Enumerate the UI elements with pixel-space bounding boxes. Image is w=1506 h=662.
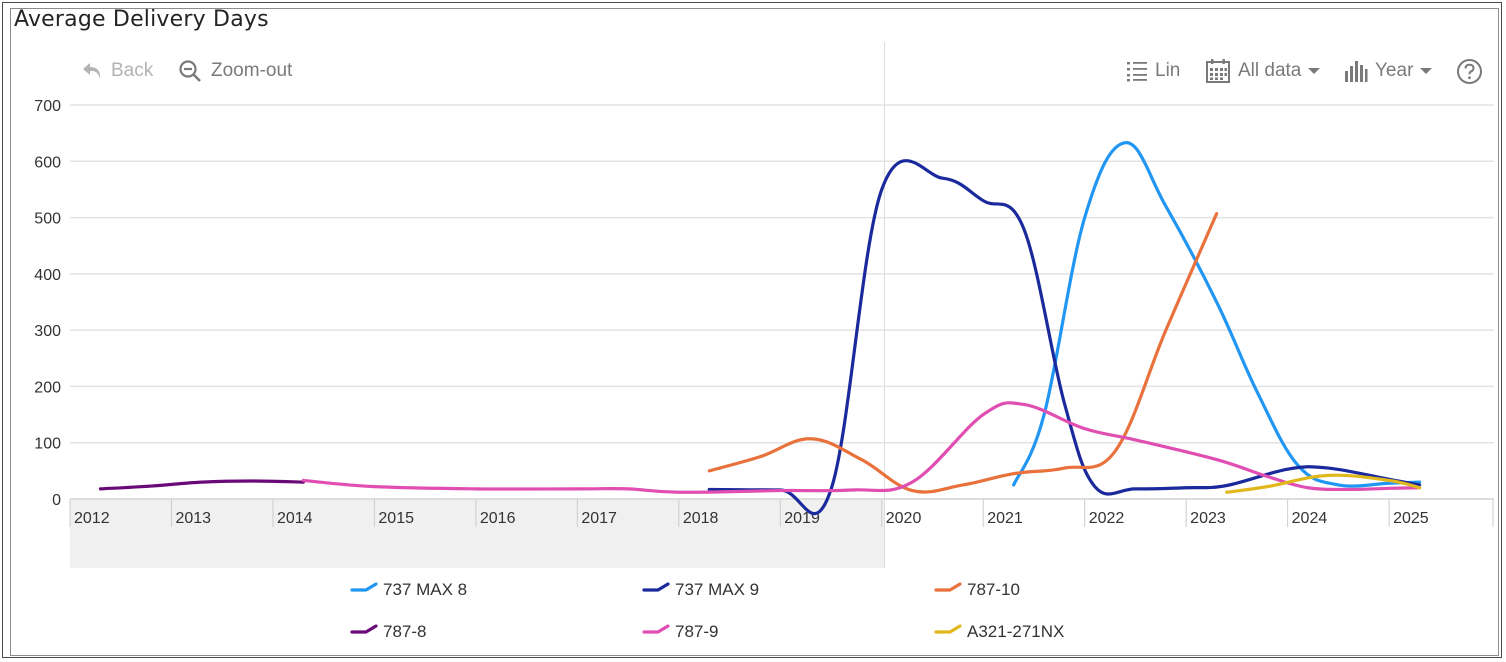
back-label: Back <box>111 60 154 81</box>
legend-label: A321-271NX <box>967 622 1064 641</box>
legend-label: 737 MAX 8 <box>383 580 467 599</box>
zoom-selection-region[interactable] <box>70 500 885 568</box>
x-tick-label: 2017 <box>581 510 617 527</box>
x-tick-label: 2021 <box>987 510 1023 527</box>
x-tick-label: 2025 <box>1393 510 1429 527</box>
visual-container <box>10 8 1499 656</box>
x-tick-label: 2024 <box>1292 510 1328 527</box>
legend-item[interactable]: A321-271NX <box>934 622 1064 641</box>
period-dropdown[interactable]: Year <box>1344 58 1433 84</box>
x-tick-label: 2018 <box>683 510 719 527</box>
question-circle-icon <box>1457 58 1482 84</box>
calendar-icon <box>1206 59 1230 83</box>
series-line[interactable] <box>1225 473 1422 494</box>
legend-swatch <box>934 624 962 634</box>
series-line[interactable] <box>707 159 1422 516</box>
y-tick-label: 400 <box>34 267 61 284</box>
zoom-out-button[interactable]: Zoom-out <box>178 58 292 84</box>
list-lines-icon <box>1127 62 1147 82</box>
x-tick-label: 2013 <box>175 510 211 527</box>
period-label: Year <box>1375 60 1414 81</box>
y-tick-label: 200 <box>34 379 61 396</box>
data-range-dropdown[interactable]: All data <box>1205 58 1321 84</box>
caret-down-icon <box>1420 68 1433 74</box>
x-tick-label: 2014 <box>277 510 313 527</box>
legend-swatch <box>642 582 670 592</box>
scale-toggle-button[interactable]: Lin <box>1126 58 1180 84</box>
legend-swatch <box>350 582 378 592</box>
legend-item[interactable]: 737 MAX 8 <box>350 580 467 599</box>
y-tick-label: 700 <box>34 98 61 115</box>
series-line[interactable] <box>98 479 305 491</box>
x-tick-label: 2016 <box>480 510 516 527</box>
caret-down-icon <box>1308 68 1321 74</box>
chart-title: Average Delivery Days <box>14 7 269 32</box>
x-tick-label: 2020 <box>886 510 922 527</box>
y-tick-label: 300 <box>34 323 61 340</box>
legend-item[interactable]: 787-9 <box>642 622 718 641</box>
x-tick-label: 2015 <box>378 510 414 527</box>
y-tick-label: 500 <box>34 211 61 228</box>
series-line[interactable] <box>707 212 1219 494</box>
zoom-out-icon <box>179 60 201 82</box>
y-tick-label: 600 <box>34 154 61 171</box>
series-line[interactable] <box>301 401 1422 494</box>
legend-item[interactable]: 787-10 <box>934 580 1020 599</box>
back-arrow-icon <box>83 63 101 79</box>
legend-swatch <box>642 624 670 634</box>
legend-item[interactable]: 787-8 <box>350 622 426 641</box>
legend-item[interactable]: 737 MAX 9 <box>642 580 759 599</box>
legend-swatch <box>934 582 962 592</box>
scale-label: Lin <box>1155 60 1181 81</box>
legend-label: 787-8 <box>383 622 426 641</box>
help-button[interactable] <box>1456 58 1483 84</box>
x-tick-label: 2012 <box>74 510 110 527</box>
legend-swatch <box>350 624 378 634</box>
x-tick-label: 2023 <box>1190 510 1226 527</box>
legend-label: 737 MAX 9 <box>675 580 759 599</box>
back-button[interactable]: Back <box>80 58 153 84</box>
bar-chart-icon <box>1345 61 1368 82</box>
legend-label: 787-9 <box>675 622 718 641</box>
y-tick-label: 0 <box>52 492 61 509</box>
x-tick-label: 2022 <box>1089 510 1125 527</box>
legend-label: 787-10 <box>967 580 1020 599</box>
y-tick-label: 100 <box>34 436 61 453</box>
data-range-label: All data <box>1238 60 1302 81</box>
zoom-out-label: Zoom-out <box>211 60 293 81</box>
